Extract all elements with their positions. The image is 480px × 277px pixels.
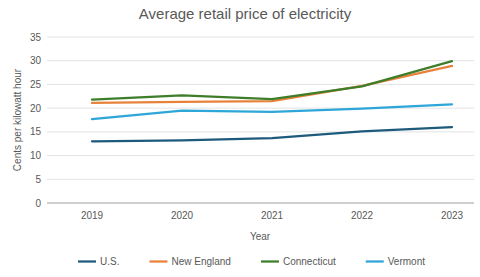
y-tick-label: 30 [30,55,42,66]
legend-swatch [261,260,279,262]
y-axis-label: Cents per kilowatt hour [12,68,23,171]
y-tick-label: 25 [30,79,42,90]
y-tick-label: 20 [30,103,42,114]
legend-swatch [366,260,384,262]
legend: U.S. New England Connecticut Vermont [78,256,425,267]
plot-area [92,61,452,141]
x-axis-label: Year [250,231,271,242]
series-line [92,104,452,119]
y-tick-label: 10 [30,150,42,161]
grid-line [47,131,474,132]
legend-label: Connecticut [283,256,336,267]
grid-line [47,108,474,109]
x-tick-label: 2019 [81,210,104,221]
grid-line [47,60,474,61]
y-tick-label: 5 [35,174,41,185]
legend-swatch [78,260,96,262]
series-line [92,127,452,141]
legend-label: U.S. [100,256,119,267]
y-tick-label: 0 [35,198,41,209]
grid-line [47,37,474,38]
grid-line [47,84,474,85]
x-tick-label: 2021 [261,210,284,221]
x-axis-line [47,203,474,204]
y-tick-label: 15 [30,126,42,137]
legend-swatch [149,260,167,262]
grid-line [47,203,474,204]
chart-container: Average retail price of electricity 0 5 10 1… [0,0,480,277]
legend-label: New England [171,256,230,267]
x-tick-label: 2022 [351,210,374,221]
chart-title: Average retail price of electricity [139,5,352,22]
series-line [92,61,452,99]
chart-svg: Average retail price of electricity 0 5 10 1… [0,0,480,277]
grid-line [47,155,474,156]
legend-label: Vermont [388,256,425,267]
x-tick-label: 2023 [441,210,464,221]
x-tick-label: 2020 [171,210,194,221]
grid-line [47,179,474,180]
y-tick-label: 35 [30,32,42,43]
